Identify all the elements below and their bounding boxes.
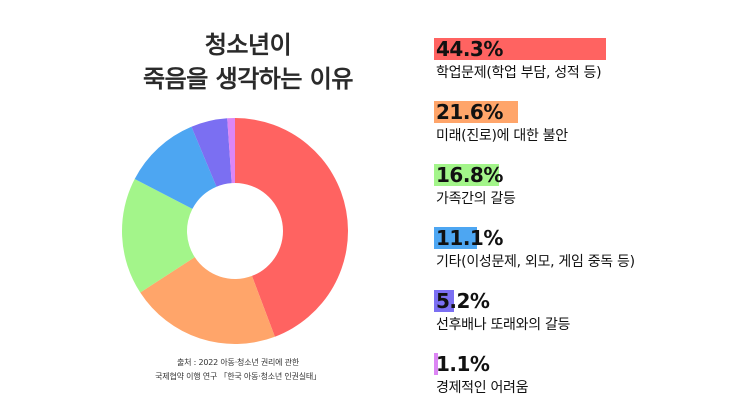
legend-label-2: 미래(진로)에 대한 불안 [436,128,568,144]
legend-value-5: 5.2% [436,289,490,313]
donut-slice-1 [235,118,348,337]
legend-bar-6 [434,353,439,375]
legend-bar-2 [434,101,518,123]
donut-slice-6 [227,118,235,184]
legend-value-2: 21.6% [436,100,503,124]
donut-slice-5 [191,118,232,187]
chart-title-line-1: 청소년이 [204,31,292,59]
legend-bar-1 [434,38,606,60]
legend-bar-5 [434,290,455,312]
legend-label-6: 경제적인 어려움 [436,380,529,396]
legend-label-1: 학업문제(학업 부담, 성적 등) [436,65,602,81]
donut-slice-3 [121,178,195,293]
donut-slice-4 [134,126,217,209]
legend-item-6: 1.1% 경제적인 어려움 [434,351,734,411]
source-note: 출처 : 2022 아동·청소년 권리에 관한 국제협약 이행 연구 「한국 아… [118,356,358,384]
source-line-2: 국제협약 이행 연구 「한국 아동·청소년 인권실태」 [155,372,321,381]
legend-label-5: 선후배나 또래와의 갈등 [436,317,571,333]
chart-title-line-2: 죽음을 생각하는 이유 [143,65,353,93]
legend-value-6: 1.1% [436,352,490,376]
legend-value-1: 44.3% [436,37,503,61]
legend-bar-4 [434,227,478,249]
donut-slice-2 [140,257,275,344]
legend-item-3: 16.8% 가족간의 갈등 [434,162,734,222]
donut-chart [121,118,348,344]
legend-item-2: 21.6% 미래(진로)에 대한 불안 [434,99,734,159]
legend-value-3: 16.8% [436,163,503,187]
legend-bar-3 [434,164,500,186]
chart-title: 청소년이 죽음을 생각하는 이유 [128,28,368,96]
legend-item-4: 11.1% 기타(이성문제, 외모, 게임 중독 등) [434,225,734,285]
source-line-1: 출처 : 2022 아동·청소년 권리에 관한 [176,358,300,367]
legend-item-5: 5.2% 선후배나 또래와의 갈등 [434,288,734,348]
legend-label-4: 기타(이성문제, 외모, 게임 중독 등) [436,254,635,270]
legend-label-3: 가족간의 갈등 [436,191,516,207]
legend-value-4: 11.1% [436,226,503,250]
legend-item-1: 44.3% 학업문제(학업 부담, 성적 등) [434,36,734,96]
